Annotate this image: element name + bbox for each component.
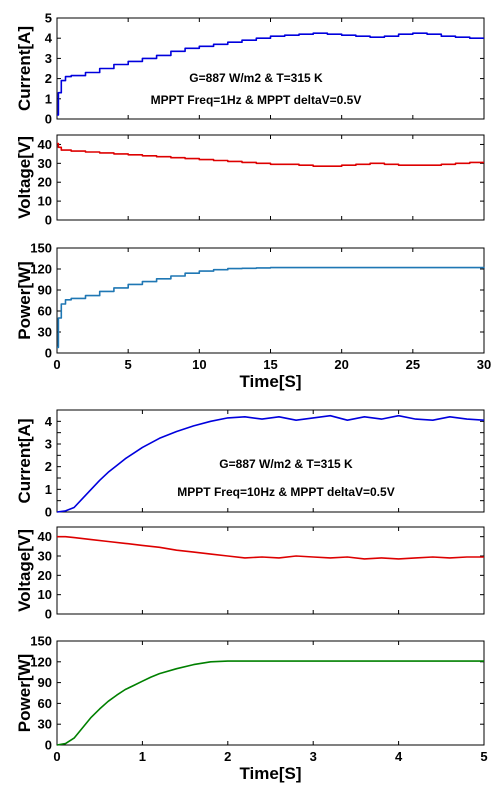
- top-current-annotation: MPPT Freq=1Hz & MPPT deltaV=0.5V: [151, 93, 362, 107]
- bottom-current-annotation: G=887 W/m2 & T=315 K: [219, 457, 353, 471]
- top-power-ytick-label: 60: [38, 304, 52, 319]
- bottom-current-series-line: [56, 414, 485, 513]
- bottom-current-ytick-label: 0: [45, 505, 52, 520]
- top-current-ytick-label: 5: [45, 11, 52, 26]
- bottom-current-plot-area: [56, 409, 485, 513]
- bottom-voltage-ytick-label: 40: [38, 529, 52, 544]
- bottom-power-ytick-label: 30: [38, 717, 52, 732]
- bottom-power-ytick-label: 0: [45, 738, 52, 753]
- top-power-panel: 0 30 60 90 120 150 0 5 10 15 20 25 30 Power[W] Time[S]: [15, 241, 491, 392]
- bottom-current-panel: 0 1 2 3 4 Current[A] G=887 W/m2 & T=315 K MPPT …: [15, 409, 485, 520]
- bottom-voltage-ytick-label: 30: [38, 549, 52, 564]
- bottom-voltage-ytick-label: 0: [45, 607, 52, 622]
- bottom-power-xtick-label: 4: [395, 749, 403, 764]
- top-power-ylabel: Power[W]: [15, 261, 34, 339]
- top-power-xtick-label: 15: [263, 357, 277, 372]
- bottom-voltage-panel: 0 10 20 30 40 Voltage[V]: [15, 526, 485, 622]
- top-current-ytick-label: 4: [45, 31, 53, 46]
- top-power-xtick-label: 25: [406, 357, 420, 372]
- bottom-voltage-plot-area: [56, 526, 485, 615]
- bottom-power-plot-area: [56, 640, 485, 746]
- top-voltage-ylabel: Voltage[V]: [15, 136, 34, 219]
- bottom-power-series-line: [56, 660, 484, 746]
- bottom-current-ytick-label: 3: [45, 437, 52, 452]
- bottom-power-ytick-label: 90: [38, 675, 52, 690]
- top-voltage-ytick-label: 40: [38, 137, 52, 152]
- top-voltage-series-line: [57, 142, 484, 167]
- top-current-ylabel: Current[A]: [15, 26, 34, 111]
- bottom-voltage-ytick-label: 10: [38, 587, 52, 602]
- top-power-xtick-label: 5: [125, 357, 132, 372]
- bottom-voltage-series-line: [57, 535, 484, 560]
- top-current-series-line: [57, 32, 484, 116]
- top-current-ytick-label: 3: [45, 51, 52, 66]
- bottom-power-xtick-label: 2: [224, 749, 231, 764]
- top-power-ytick-label: 90: [38, 283, 52, 298]
- bottom-power-ylabel: Power[W]: [15, 654, 34, 732]
- top-power-plot-area: [56, 247, 485, 354]
- bottom-current-ytick-label: 2: [45, 459, 52, 474]
- top-voltage-ytick-label: 0: [45, 213, 52, 228]
- bottom-power-ytick-label: 60: [38, 696, 52, 711]
- bottom-current-ylabel: Current[A]: [15, 419, 34, 504]
- top-current-annotation: G=887 W/m2 & T=315 K: [189, 71, 323, 85]
- top-power-xtick-label: 20: [334, 357, 348, 372]
- top-voltage-ytick-label: 20: [38, 175, 52, 190]
- bottom-power-ytick-label: 120: [30, 654, 52, 669]
- top-current-ytick-label: 1: [45, 91, 52, 106]
- top-current-ytick-label: 0: [45, 112, 52, 127]
- bottom-voltage-ytick-label: 20: [38, 568, 52, 583]
- top-power-ytick-label: 0: [45, 346, 52, 361]
- top-voltage-plot-area: [56, 134, 485, 221]
- top-power-series-line: [57, 266, 485, 349]
- bottom-power-xtick-label: 1: [139, 749, 146, 764]
- top-power-ytick-label: 30: [38, 325, 52, 340]
- bottom-power-ytick-label: 150: [30, 634, 52, 649]
- bottom-power-panel: 0 30 60 90 120 150 0 1 2 3 4 5 Power[W] Time[S]: [15, 634, 488, 784]
- bottom-power-xtick-label: 3: [310, 749, 317, 764]
- bottom-current-ytick-label: 4: [45, 414, 53, 429]
- bottom-voltage-ylabel: Voltage[V]: [15, 529, 34, 612]
- top-power-xtick-label: 30: [477, 357, 491, 372]
- bottom-power-xlabel: Time[S]: [239, 764, 301, 783]
- top-current-panel: 0 1 2 3 4 5 Current[A] G=887 W/m2 & T=315 K MPPT…: [15, 11, 485, 127]
- top-power-ytick-label: 120: [30, 262, 52, 277]
- top-voltage-panel: 0 10 20 30 40 Voltage[V]: [15, 134, 485, 228]
- bottom-power-xtick-label: 0: [53, 749, 60, 764]
- top-current-ytick-label: 2: [45, 71, 52, 86]
- top-power-xlabel: Time[S]: [239, 372, 301, 391]
- top-voltage-ytick-label: 30: [38, 156, 52, 171]
- bottom-current-ytick-label: 1: [45, 482, 52, 497]
- bottom-power-xtick-label: 5: [480, 749, 487, 764]
- bottom-current-annotation: MPPT Freq=10Hz & MPPT deltaV=0.5V: [177, 485, 394, 499]
- top-power-ytick-label: 150: [30, 241, 52, 256]
- top-voltage-ytick-label: 10: [38, 194, 52, 209]
- top-power-xtick-label: 10: [192, 357, 206, 372]
- top-power-xtick-label: 0: [53, 357, 60, 372]
